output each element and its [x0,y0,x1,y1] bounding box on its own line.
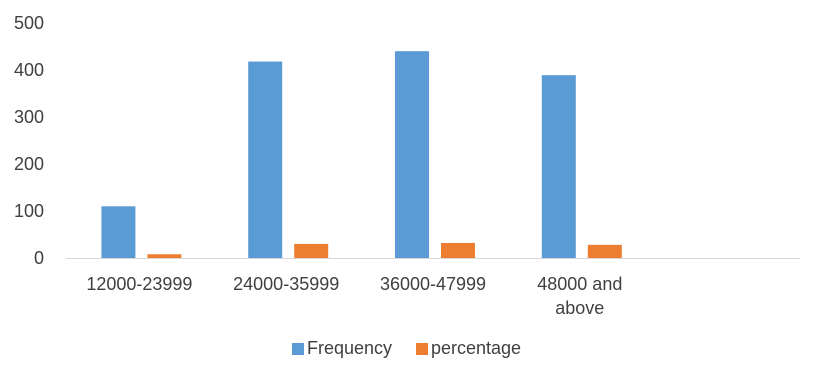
y-tick-label: 0 [34,248,44,268]
legend-swatch-frequency [292,343,304,355]
x-category-label-line: 24000-35999 [233,274,339,294]
x-category-label-line: 48000 and [537,274,622,294]
bar-percentage-2 [441,242,475,258]
x-category-label: 12000-23999 [86,274,192,294]
y-tick-label: 400 [14,60,44,80]
x-category-label: 48000 and above [537,274,622,318]
x-category-label: 24000-35999 [233,274,339,294]
legend-label-frequency: Frequency [307,338,392,358]
bar-frequency-3 [541,75,576,258]
y-tick-label: 100 [14,201,44,221]
bars-group [101,51,622,259]
x-category-label-line: above [555,298,604,318]
y-tick-label: 300 [14,107,44,127]
legend-label-percentage: percentage [431,338,521,358]
x-category-label-line: 12000-23999 [86,274,192,294]
bar-percentage-0 [147,254,182,258]
bar-frequency-2 [395,51,429,259]
bar-percentage-1 [294,243,329,258]
x-category-label: 36000-47999 [380,274,486,294]
bar-frequency-1 [248,61,283,258]
bar-percentage-3 [587,244,622,258]
y-tick-label: 500 [14,13,44,33]
x-category-label-line: 36000-47999 [380,274,486,294]
legend-swatch-percentage [416,343,428,355]
x-axis-category-labels: 12000-23999 24000-35999 36000-47999 48000 a… [86,274,622,318]
bar-frequency-0 [101,206,136,258]
y-tick-label: 200 [14,154,44,174]
y-axis-tick-labels: 0 100 200 300 400 500 [14,13,44,268]
legend: Frequency percentage [292,338,521,358]
